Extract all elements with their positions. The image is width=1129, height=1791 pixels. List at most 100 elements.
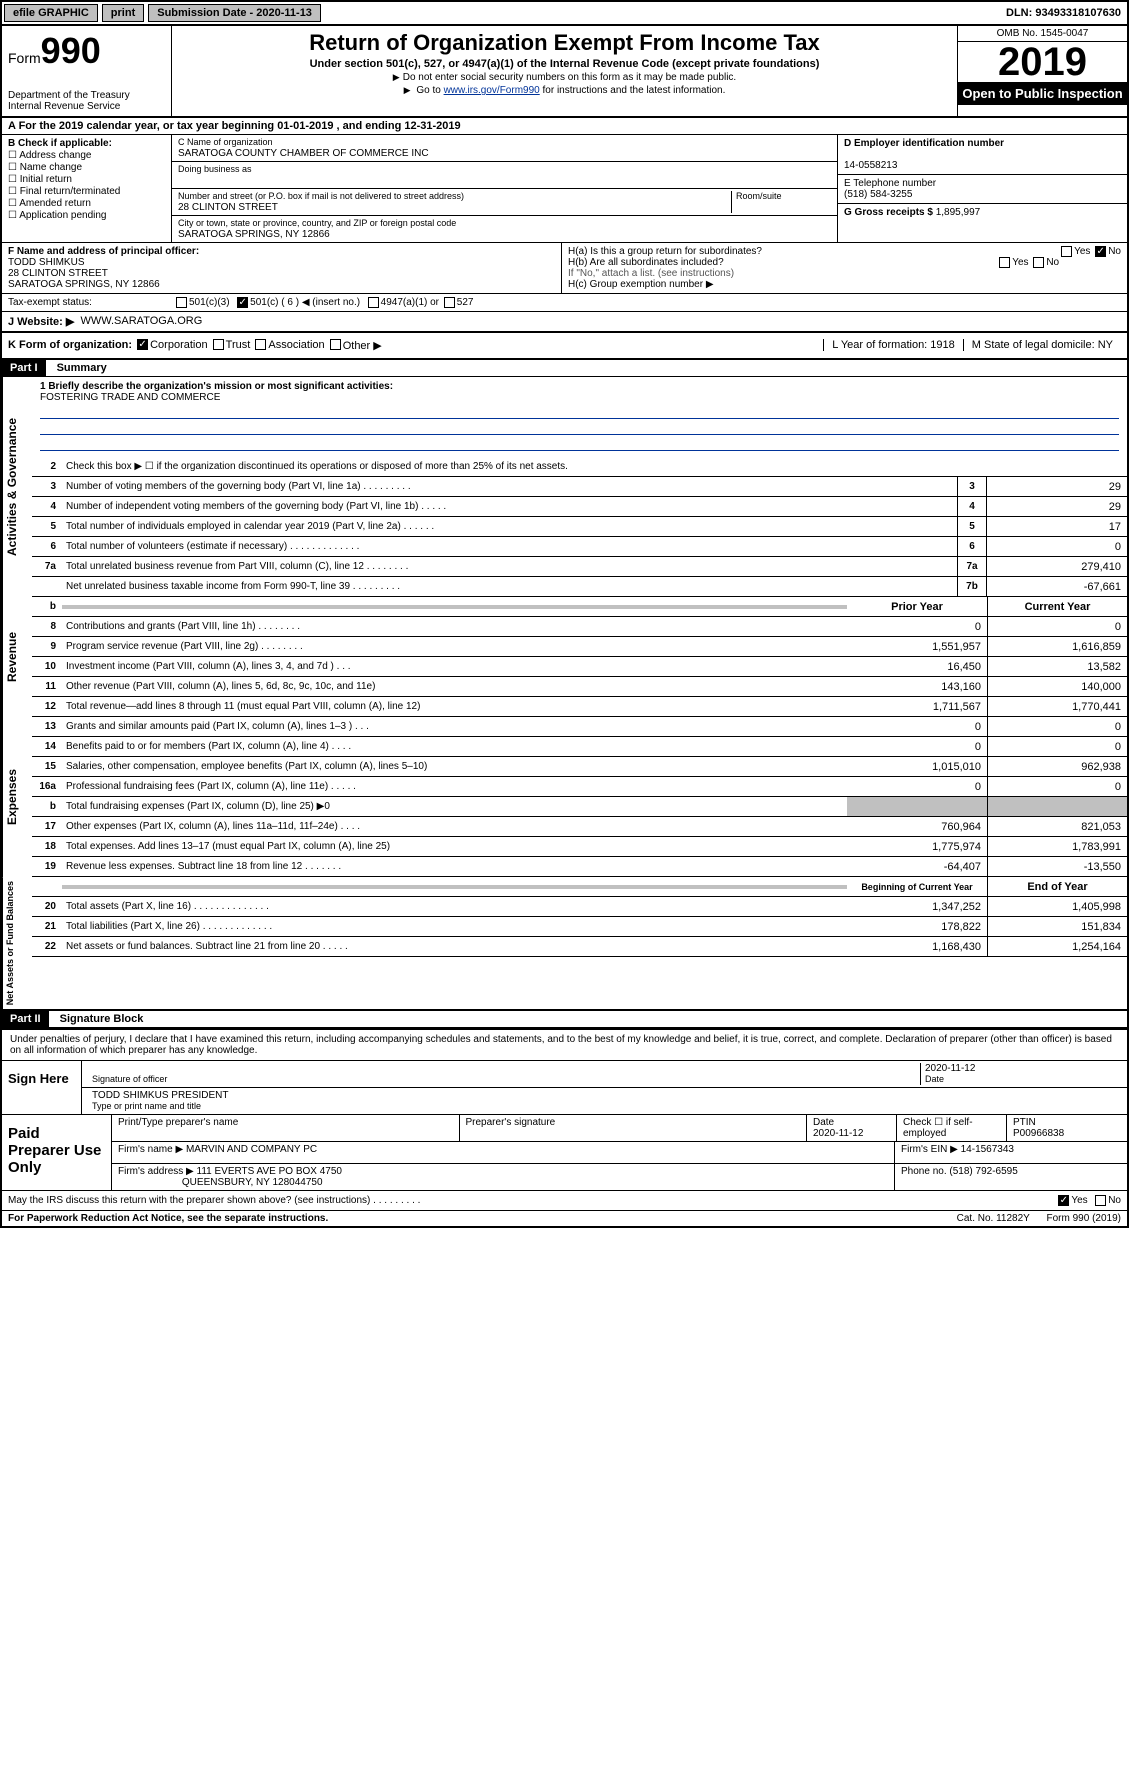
begin-year-hdr: Beginning of Current Year	[847, 877, 987, 896]
cb-527[interactable]	[444, 297, 455, 308]
irs-link-note: Go to www.irs.gov/Form990 for instructio…	[178, 85, 951, 96]
website-value: WWW.SARATOGA.ORG	[80, 315, 202, 328]
hb-yes[interactable]	[999, 257, 1010, 268]
line-14: 14Benefits paid to or for members (Part …	[32, 737, 1127, 757]
net-assets-section: Net Assets or Fund Balances Beginning of…	[2, 877, 1127, 1011]
firm-name: MARVIN AND COMPANY PC	[186, 1144, 317, 1155]
form-title: Return of Organization Exempt From Incom…	[178, 30, 951, 56]
line-6: 6Total number of volunteers (estimate if…	[32, 537, 1127, 557]
prep-sig-hdr: Preparer's signature	[466, 1117, 556, 1128]
line-18: 18Total expenses. Add lines 13–17 (must …	[32, 837, 1127, 857]
prior-year-hdr: Prior Year	[847, 597, 987, 616]
line-2: 2Check this box ▶ ☐ if the organization …	[32, 457, 1127, 477]
form-number: Form990	[8, 30, 165, 72]
cb-application-pending[interactable]: ☐ Application pending	[8, 210, 165, 221]
cb-address-change[interactable]: ☐ Address change	[8, 150, 165, 161]
sig-date: 2020-11-12	[925, 1063, 975, 1074]
h-a: H(a) Is this a group return for subordin…	[568, 246, 1121, 257]
cb-corp[interactable]: ✓	[137, 339, 148, 350]
tax-status-label: Tax-exempt status:	[8, 297, 174, 308]
firm-name-label: Firm's name ▶	[118, 1144, 183, 1155]
line-21: 21Total liabilities (Part X, line 26) . …	[32, 917, 1127, 937]
print-button[interactable]: print	[102, 4, 144, 22]
expenses-section: Expenses 13Grants and similar amounts pa…	[2, 717, 1127, 877]
year-formation: L Year of formation: 1918	[823, 339, 963, 351]
tax-exempt-row: Tax-exempt status: 501(c)(3) ✓ 501(c) ( …	[2, 294, 1127, 312]
line-12: 12Total revenue—add lines 8 through 11 (…	[32, 697, 1127, 717]
discuss-row: May the IRS discuss this return with the…	[2, 1190, 1127, 1210]
org-name: SARATOGA COUNTY CHAMBER OF COMMERCE INC	[178, 148, 429, 159]
perjury-statement: Under penalties of perjury, I declare th…	[2, 1030, 1127, 1060]
line-9: 9Program service revenue (Part VIII, lin…	[32, 637, 1127, 657]
ha-no[interactable]: ✓	[1095, 246, 1106, 257]
cb-assoc[interactable]	[255, 339, 266, 350]
dln-label: DLN: 93493318107630	[1000, 5, 1127, 21]
firm-phone-label: Phone no.	[901, 1166, 947, 1177]
sidebar-expenses: Expenses	[2, 717, 32, 877]
discuss-yes[interactable]: ✓	[1058, 1195, 1069, 1206]
efile-button[interactable]: efile GRAPHIC	[4, 4, 98, 22]
col-headers-2: Beginning of Current Year End of Year	[32, 877, 1127, 897]
section-f-h: F Name and address of principal officer:…	[2, 243, 1127, 294]
section-b-c-d: B Check if applicable: ☐ Address change …	[2, 135, 1127, 243]
tax-period: A For the 2019 calendar year, or tax yea…	[2, 118, 1127, 135]
mission-question: 1 Briefly describe the organization's mi…	[40, 381, 393, 392]
org-name-label: C Name of organization	[178, 137, 273, 147]
mission-answer: FOSTERING TRADE AND COMMERCE	[40, 392, 220, 403]
line-5: 5Total number of individuals employed in…	[32, 517, 1127, 537]
firm-ein-label: Firm's EIN ▶	[901, 1144, 958, 1155]
irs-link[interactable]: www.irs.gov/Form990	[444, 85, 540, 96]
end-year-hdr: End of Year	[987, 877, 1127, 896]
prep-date-hdr: Date	[813, 1117, 834, 1128]
state-domicile: M State of legal domicile: NY	[963, 339, 1121, 351]
gross-label: G Gross receipts $	[844, 207, 933, 218]
sign-here-label: Sign Here	[2, 1061, 82, 1114]
line-7b: Net unrelated business taxable income fr…	[32, 577, 1127, 597]
sig-name: TODD SHIMKUS PRESIDENT	[92, 1090, 229, 1101]
dept-treasury: Department of the TreasuryInternal Reven…	[8, 90, 165, 112]
part-i-header: Part I Summary	[2, 360, 1127, 377]
form-990-document: efile GRAPHIC print Submission Date - 20…	[0, 0, 1129, 1228]
officer-addr1: 28 CLINTON STREET	[8, 268, 108, 279]
cb-amended[interactable]: ☐ Amended return	[8, 198, 165, 209]
form-subtitle: Under section 501(c), 527, or 4947(a)(1)…	[178, 58, 951, 70]
col-headers: b Prior Year Current Year	[32, 597, 1127, 617]
prep-name-hdr: Print/Type preparer's name	[118, 1117, 238, 1128]
h-b-note: If "No," attach a list. (see instruction…	[568, 268, 1121, 279]
sig-officer-label: Signature of officer	[92, 1074, 167, 1084]
hb-no[interactable]	[1033, 257, 1044, 268]
cb-initial-return[interactable]: ☐ Initial return	[8, 174, 165, 185]
officer-addr2: SARATOGA SPRINGS, NY 12866	[8, 279, 160, 290]
row-k: K Form of organization: ✓ Corporation Tr…	[2, 333, 1127, 360]
cb-trust[interactable]	[213, 339, 224, 350]
part-i-title: Summary	[49, 360, 115, 376]
line-19: 19Revenue less expenses. Subtract line 1…	[32, 857, 1127, 877]
cat-no: Cat. No. 11282Y	[957, 1213, 1030, 1224]
ha-yes[interactable]	[1061, 246, 1072, 257]
part-ii-title: Signature Block	[52, 1011, 152, 1027]
top-toolbar: efile GRAPHIC print Submission Date - 20…	[2, 2, 1127, 26]
discuss-no[interactable]	[1095, 1195, 1106, 1206]
line-10: 10Investment income (Part VIII, column (…	[32, 657, 1127, 677]
dba-label: Doing business as	[178, 164, 252, 174]
prep-self-emp: Check ☐ if self-employed	[903, 1117, 973, 1139]
sidebar-revenue: Revenue	[2, 597, 32, 717]
line-7a: 7aTotal unrelated business revenue from …	[32, 557, 1127, 577]
ssn-note: Do not enter social security numbers on …	[178, 72, 951, 83]
ein-label: D Employer identification number	[844, 138, 1004, 149]
cb-other[interactable]	[330, 339, 341, 350]
cb-4947[interactable]	[368, 297, 379, 308]
discuss-text: May the IRS discuss this return with the…	[8, 1195, 420, 1206]
website-row: J Website: ▶ WWW.SARATOGA.ORG	[2, 312, 1127, 333]
city-state-zip: SARATOGA SPRINGS, NY 12866	[178, 229, 330, 240]
cb-501c[interactable]: ✓	[237, 297, 248, 308]
street-address: 28 CLINTON STREET	[178, 202, 278, 213]
line-4: 4Number of independent voting members of…	[32, 497, 1127, 517]
sig-date-label: Date	[925, 1074, 944, 1084]
ein-value: 14-0558213	[844, 160, 897, 171]
cb-501c3[interactable]	[176, 297, 187, 308]
cb-name-change[interactable]: ☐ Name change	[8, 162, 165, 173]
activities-governance-section: Activities & Governance 1 Briefly descri…	[2, 377, 1127, 597]
gross-value: 1,895,997	[936, 207, 981, 218]
cb-final-return[interactable]: ☐ Final return/terminated	[8, 186, 165, 197]
